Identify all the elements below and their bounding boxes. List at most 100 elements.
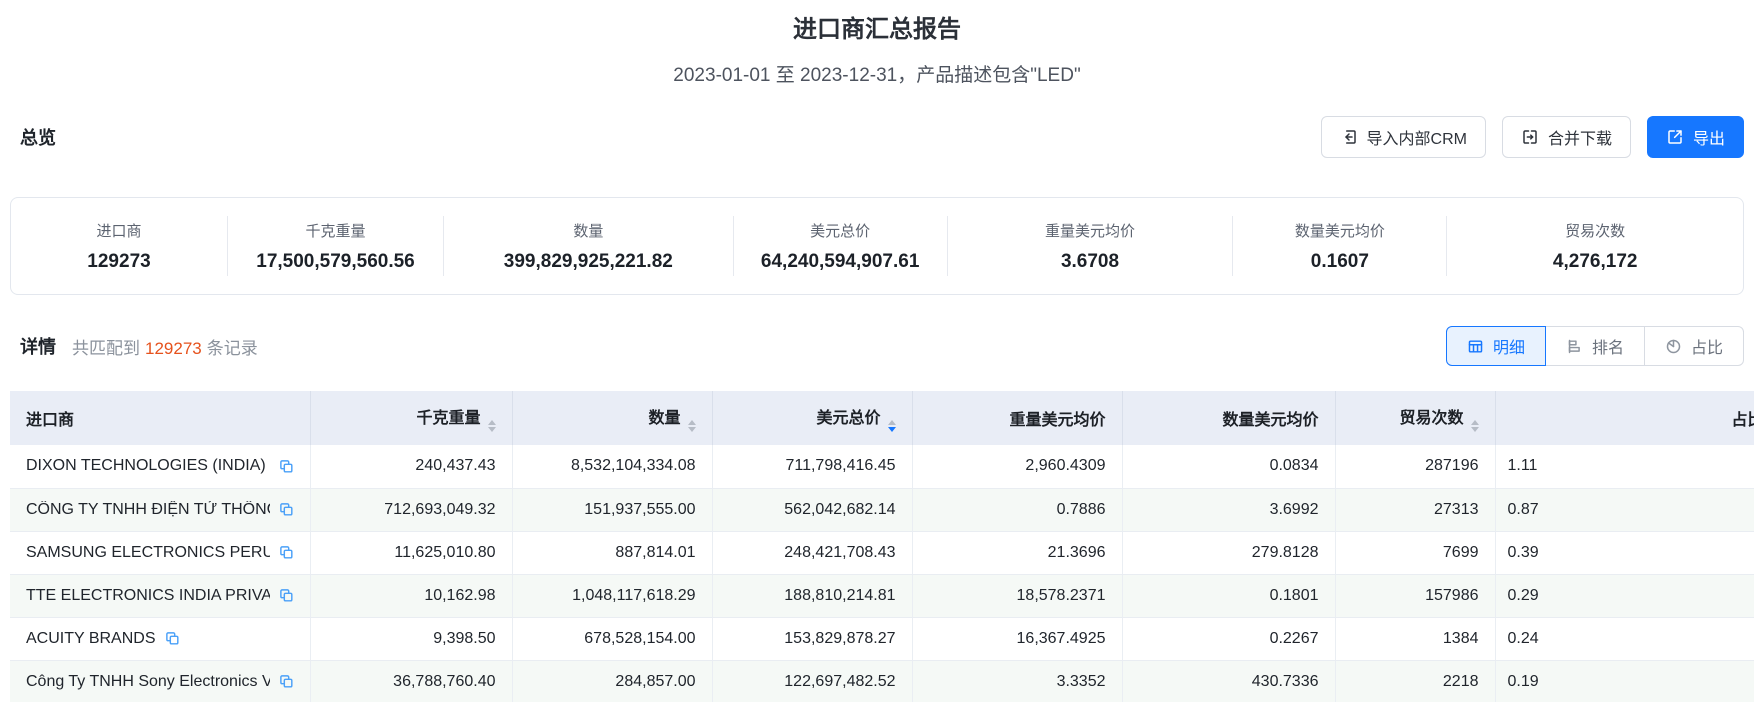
quantity-cell: 151,937,555.00 — [512, 488, 713, 532]
usd-per-kg-cell: 21.3696 — [912, 531, 1123, 575]
importer-name: SAMSUNG ELECTRONICS PERU S... — [26, 543, 270, 561]
usd-per-qty-cell: 430.7336 — [1122, 660, 1336, 702]
copy-icon[interactable] — [279, 545, 294, 560]
stat-value: 0.1607 — [1310, 250, 1369, 272]
kg-weight-cell: 36,788,760.40 — [310, 660, 513, 702]
importer-cell[interactable]: TTE ELECTRONICS INDIA PRIVAT... — [10, 574, 311, 618]
export-button[interactable]: 导出 — [1646, 116, 1744, 158]
copy-icon[interactable] — [165, 631, 180, 646]
usd-per-qty-cell: 0.1801 — [1122, 574, 1336, 618]
copy-icon[interactable] — [279, 459, 294, 474]
share-cell: 0.24 — [1495, 617, 1754, 661]
match-suffix: 条记录 — [206, 338, 258, 358]
tab-share-label: 占比 — [1690, 340, 1723, 357]
table-row[interactable]: CÔNG TY TNHH ĐIỆN TỬ THÔNG... 712,693,049… — [10, 488, 1754, 532]
stat-usd-per-kg: 重量美元均价 3.6708 — [946, 216, 1233, 276]
overview-actions: 导入内部CRM 合并下载 导出 — [1320, 116, 1744, 158]
importer-cell[interactable]: CÔNG TY TNHH ĐIỆN TỬ THÔNG... — [10, 488, 311, 532]
trade-count-cell: 1384 — [1335, 617, 1496, 661]
tab-detail[interactable]: 明细 — [1445, 326, 1546, 366]
usd-per-qty-cell: 279.8128 — [1122, 531, 1336, 575]
stat-value: 129273 — [87, 250, 151, 272]
sort-icon[interactable] — [687, 420, 696, 432]
table-row[interactable]: Công Ty TNHH Sony Electronics V... 36,788… — [10, 660, 1754, 702]
merge-download-icon — [1521, 128, 1539, 146]
export-label: 导出 — [1692, 131, 1725, 148]
merge-download-label: 合并下载 — [1547, 131, 1612, 148]
col-label: 数量美元均价 — [1222, 412, 1319, 429]
stat-label: 美元总价 — [810, 222, 871, 240]
importer-table-wrap: 进口商 千克重量 数量 美元总价 重量美元均价 数量美元均价 贸 — [10, 391, 1754, 702]
stat-usd-total: 美元总价 64,240,594,907.61 — [732, 216, 947, 276]
col-header-usd-per-qty: 数量美元均价 — [1122, 391, 1336, 445]
tab-ranking-label: 排名 — [1591, 340, 1624, 357]
pie-icon — [1665, 338, 1682, 355]
stat-label: 重量美元均价 — [1045, 222, 1136, 240]
usd-per-kg-cell: 2,960.4309 — [912, 445, 1123, 489]
summary-stats-card: 进口商 129273 千克重量 17,500,579,560.56 数量 399… — [10, 197, 1744, 295]
page-title: 进口商汇总报告 — [793, 16, 961, 43]
overview-section-title: 总览 — [20, 128, 56, 148]
usd-total-cell: 188,810,214.81 — [712, 574, 913, 618]
export-icon — [1666, 128, 1684, 146]
table-body: DIXON TECHNOLOGIES (INDIA) ... 240,437.43… — [10, 445, 1754, 702]
details-section-title: 详情 — [20, 337, 56, 357]
stat-label: 数量美元均价 — [1294, 222, 1385, 240]
col-header-quantity[interactable]: 数量 — [512, 391, 713, 445]
col-label: 占比 — [1731, 412, 1754, 429]
details-bar: 详情 共匹配到 129273 条记录 明细 排名 占比 — [0, 325, 1754, 367]
sort-icon[interactable] — [1470, 420, 1479, 432]
importer-table: 进口商 千克重量 数量 美元总价 重量美元均价 数量美元均价 贸 — [10, 391, 1754, 702]
trade-count-cell: 2218 — [1335, 660, 1496, 702]
merge-download-button[interactable]: 合并下载 — [1501, 116, 1631, 158]
col-header-usd-per-kg: 重量美元均价 — [912, 391, 1123, 445]
stat-value: 64,240,594,907.61 — [760, 250, 920, 272]
col-label: 千克重量 — [416, 410, 481, 427]
page-subtitle: 2023-01-01 至 2023-12-31，产品描述包含"LED" — [673, 65, 1081, 86]
view-tab-group: 明细 排名 占比 — [1445, 326, 1744, 366]
copy-icon[interactable] — [279, 502, 294, 517]
usd-total-cell: 248,421,708.43 — [712, 531, 913, 575]
trade-count-cell: 7699 — [1335, 531, 1496, 575]
quantity-cell: 887,814.01 — [512, 531, 713, 575]
stat-label: 贸易次数 — [1565, 222, 1626, 240]
share-cell: 0.19 — [1495, 660, 1754, 702]
usd-per-kg-cell: 16,367.4925 — [912, 617, 1123, 661]
table-row[interactable]: TTE ELECTRONICS INDIA PRIVAT... 10,162.98… — [10, 574, 1754, 618]
usd-per-qty-cell: 0.0834 — [1122, 445, 1336, 489]
copy-icon[interactable] — [279, 674, 294, 689]
importer-cell[interactable]: ACUITY BRANDS — [10, 617, 311, 661]
usd-per-qty-cell: 3.6992 — [1122, 488, 1336, 532]
trade-count-cell: 287196 — [1335, 445, 1496, 489]
import-crm-label: 导入内部CRM — [1366, 131, 1467, 148]
sort-icon-active-desc[interactable] — [887, 420, 896, 432]
ranking-icon — [1566, 338, 1583, 355]
import-icon — [1340, 128, 1358, 146]
col-header-usd-total[interactable]: 美元总价 — [712, 391, 913, 445]
share-cell: 0.29 — [1495, 574, 1754, 618]
importer-cell[interactable]: Công Ty TNHH Sony Electronics V... — [10, 660, 311, 702]
importer-cell[interactable]: SAMSUNG ELECTRONICS PERU S... — [10, 531, 311, 575]
col-header-trade-count[interactable]: 贸易次数 — [1335, 391, 1496, 445]
copy-icon[interactable] — [279, 588, 294, 603]
stat-value: 17,500,579,560.56 — [256, 250, 415, 272]
table-row[interactable]: ACUITY BRANDS 9,398.50 678,528,154.00 153,8… — [10, 617, 1754, 661]
stat-value: 399,829,925,221.82 — [503, 250, 673, 272]
match-prefix: 共匹配到 — [72, 338, 140, 358]
stat-quantity: 数量 399,829,925,221.82 — [443, 216, 733, 276]
tab-ranking[interactable]: 排名 — [1544, 326, 1645, 366]
quantity-cell: 8,532,104,334.08 — [512, 445, 713, 489]
trade-count-cell: 157986 — [1335, 574, 1496, 618]
importer-name: DIXON TECHNOLOGIES (INDIA) ... — [26, 457, 270, 475]
col-header-kg-weight[interactable]: 千克重量 — [310, 391, 513, 445]
importer-cell[interactable]: DIXON TECHNOLOGIES (INDIA) ... — [10, 445, 311, 489]
table-header-row: 进口商 千克重量 数量 美元总价 重量美元均价 数量美元均价 贸 — [10, 391, 1754, 445]
col-label: 重量美元均价 — [1009, 412, 1106, 429]
tab-share[interactable]: 占比 — [1643, 326, 1744, 366]
table-row[interactable]: DIXON TECHNOLOGIES (INDIA) ... 240,437.43… — [10, 445, 1754, 489]
table-row[interactable]: SAMSUNG ELECTRONICS PERU S... 11,625,010.… — [10, 531, 1754, 575]
kg-weight-cell: 11,625,010.80 — [310, 531, 513, 575]
import-crm-button[interactable]: 导入内部CRM — [1320, 116, 1486, 158]
sort-icon[interactable] — [487, 420, 496, 432]
stat-importers: 进口商 129273 — [11, 216, 227, 276]
